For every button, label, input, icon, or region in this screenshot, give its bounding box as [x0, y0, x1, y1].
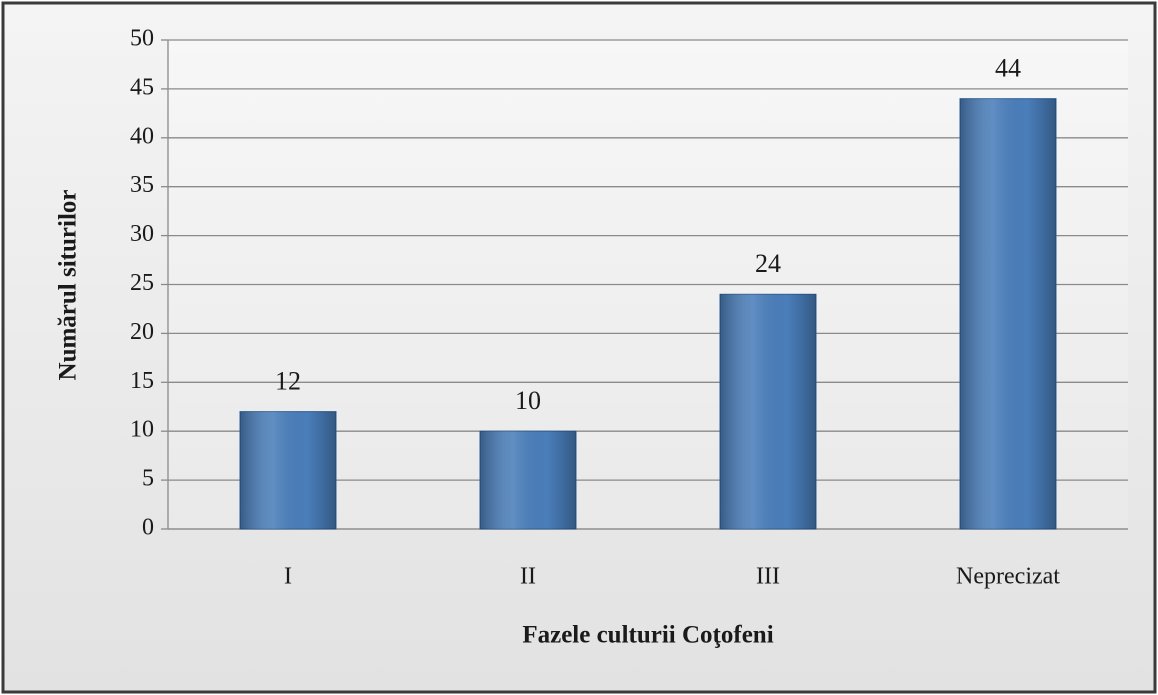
- x-tick-label: Neprecizat: [956, 564, 1060, 590]
- bar: [479, 430, 577, 530]
- y-tick-label: 35: [130, 172, 154, 198]
- x-tick-label: II: [520, 564, 536, 590]
- y-tick-label: 5: [142, 466, 154, 492]
- y-tick-label: 30: [130, 221, 154, 247]
- data-label: 10: [515, 386, 541, 415]
- y-tick-label: 45: [130, 74, 154, 100]
- y-tick-label: 0: [142, 515, 154, 541]
- x-tick-label: I: [284, 564, 292, 590]
- data-label: 24: [755, 249, 781, 278]
- y-tick-label: 10: [130, 417, 154, 443]
- x-tick-label: III: [756, 564, 780, 590]
- data-label: 12: [275, 367, 301, 396]
- bar: [719, 293, 817, 530]
- bar: [959, 98, 1057, 530]
- y-tick-label: 50: [130, 26, 154, 52]
- y-tick-label: 40: [130, 123, 154, 149]
- bar: [239, 411, 337, 530]
- y-axis-title: Numărul siturilor: [55, 190, 82, 381]
- y-tick-label: 20: [130, 319, 154, 345]
- y-tick-label: 25: [130, 270, 154, 296]
- y-tick-label: 15: [130, 368, 154, 394]
- data-label: 44: [995, 54, 1021, 83]
- x-axis-title: Fazele culturii Coţofeni: [522, 622, 773, 649]
